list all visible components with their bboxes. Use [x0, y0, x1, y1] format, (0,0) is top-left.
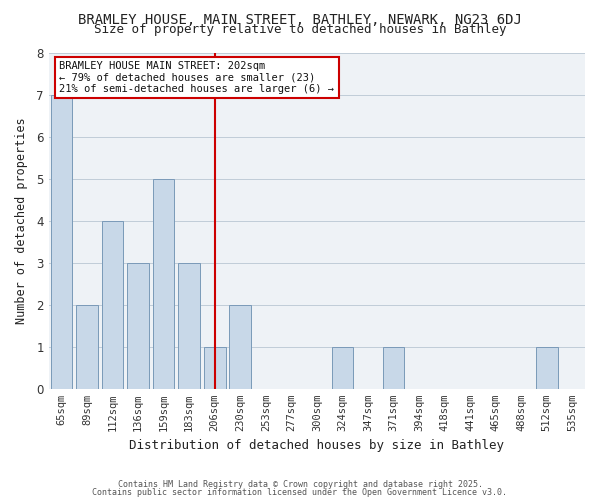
- Bar: [204, 347, 226, 389]
- Bar: [229, 304, 251, 389]
- Text: Contains public sector information licensed under the Open Government Licence v3: Contains public sector information licen…: [92, 488, 508, 497]
- Y-axis label: Number of detached properties: Number of detached properties: [15, 118, 28, 324]
- Bar: [383, 347, 404, 389]
- Bar: [127, 262, 149, 389]
- Bar: [50, 94, 73, 389]
- Bar: [76, 304, 98, 389]
- Bar: [536, 347, 557, 389]
- Bar: [332, 347, 353, 389]
- Bar: [153, 178, 175, 389]
- Text: BRAMLEY HOUSE, MAIN STREET, BATHLEY, NEWARK, NG23 6DJ: BRAMLEY HOUSE, MAIN STREET, BATHLEY, NEW…: [78, 12, 522, 26]
- Bar: [101, 220, 124, 389]
- X-axis label: Distribution of detached houses by size in Bathley: Distribution of detached houses by size …: [130, 440, 505, 452]
- Bar: [178, 262, 200, 389]
- Text: Contains HM Land Registry data © Crown copyright and database right 2025.: Contains HM Land Registry data © Crown c…: [118, 480, 482, 489]
- Text: Size of property relative to detached houses in Bathley: Size of property relative to detached ho…: [94, 22, 506, 36]
- Text: BRAMLEY HOUSE MAIN STREET: 202sqm
← 79% of detached houses are smaller (23)
21% : BRAMLEY HOUSE MAIN STREET: 202sqm ← 79% …: [59, 61, 334, 94]
